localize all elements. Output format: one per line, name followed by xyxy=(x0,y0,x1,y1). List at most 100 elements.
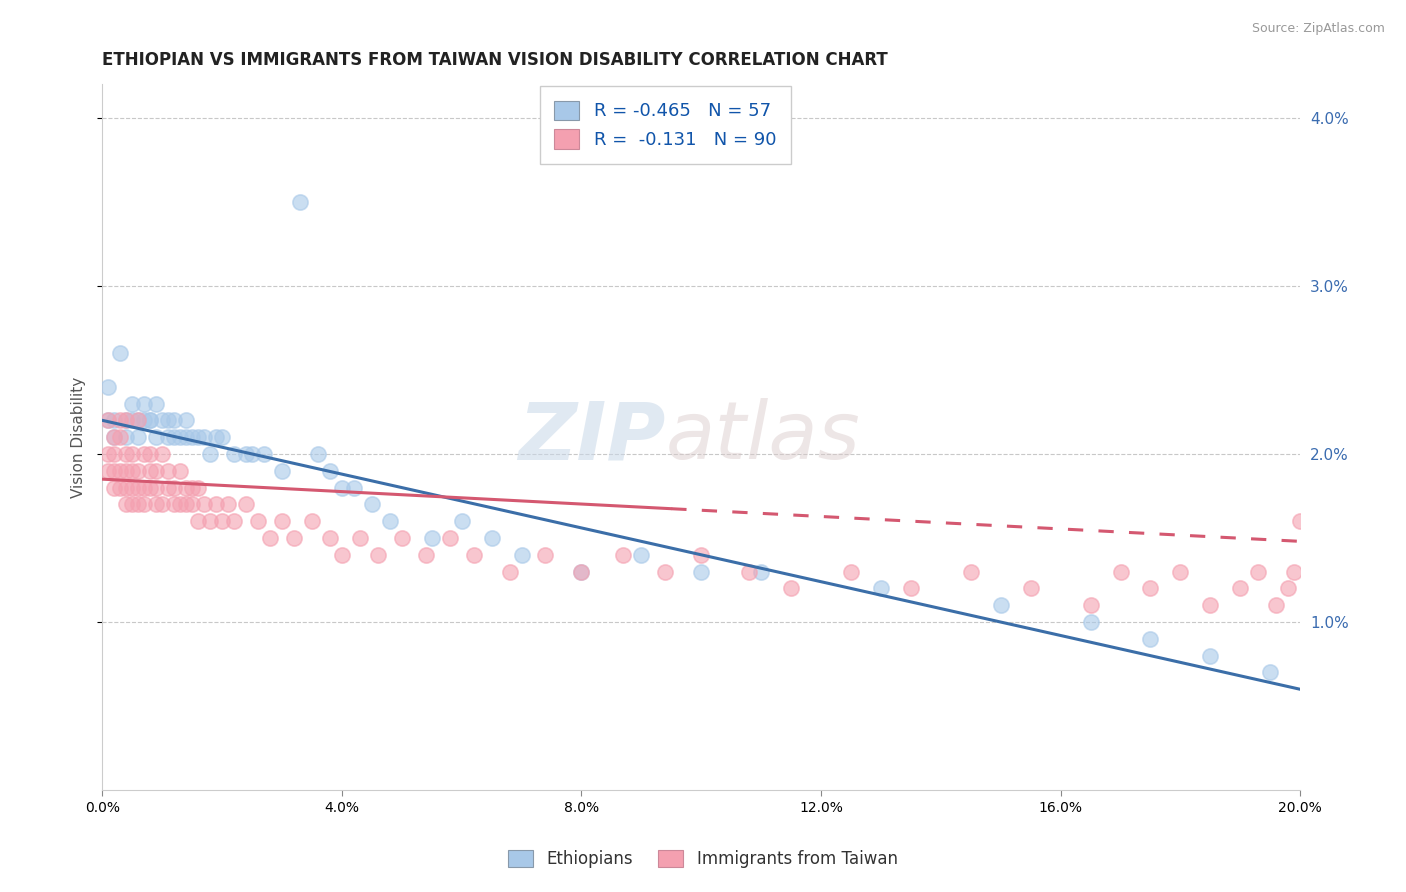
Point xyxy=(187,481,209,495)
Point xyxy=(169,430,191,444)
Point xyxy=(205,430,228,444)
Point xyxy=(571,565,593,579)
Point xyxy=(198,447,221,461)
Point xyxy=(108,430,131,444)
Text: ETHIOPIAN VS IMMIGRANTS FROM TAIWAN VISION DISABILITY CORRELATION CHART: ETHIOPIAN VS IMMIGRANTS FROM TAIWAN VISI… xyxy=(103,51,889,69)
Point xyxy=(1247,565,1270,579)
Point xyxy=(139,481,162,495)
Point xyxy=(1080,615,1102,629)
Point xyxy=(959,565,981,579)
Point xyxy=(330,481,353,495)
Legend: Ethiopians, Immigrants from Taiwan: Ethiopians, Immigrants from Taiwan xyxy=(502,843,904,875)
Point xyxy=(571,565,593,579)
Point xyxy=(103,447,125,461)
Point xyxy=(870,582,893,596)
Point xyxy=(498,565,520,579)
Point xyxy=(990,599,1012,613)
Point xyxy=(1199,648,1222,663)
Point xyxy=(163,413,186,427)
Point xyxy=(654,565,676,579)
Point xyxy=(1139,582,1161,596)
Point xyxy=(97,413,120,427)
Point xyxy=(103,481,125,495)
Point xyxy=(391,531,413,545)
Point xyxy=(139,447,162,461)
Point xyxy=(187,430,209,444)
Point xyxy=(193,497,215,511)
Point xyxy=(145,430,167,444)
Point xyxy=(174,413,197,427)
Point xyxy=(780,582,803,596)
Point xyxy=(181,481,204,495)
Point xyxy=(330,548,353,562)
Point xyxy=(690,548,713,562)
Point xyxy=(127,413,149,427)
Point xyxy=(690,565,713,579)
Y-axis label: Vision Disability: Vision Disability xyxy=(72,376,86,498)
Point xyxy=(127,497,149,511)
Point xyxy=(1229,582,1251,596)
Point xyxy=(121,497,143,511)
Point xyxy=(115,447,138,461)
Point xyxy=(134,481,156,495)
Point xyxy=(534,548,557,562)
Point xyxy=(115,497,138,511)
Point xyxy=(115,413,138,427)
Point xyxy=(246,514,269,528)
Point xyxy=(169,497,191,511)
Point xyxy=(271,514,294,528)
Point xyxy=(97,464,120,478)
Point xyxy=(211,430,233,444)
Point xyxy=(630,548,652,562)
Point xyxy=(103,464,125,478)
Point xyxy=(145,481,167,495)
Point xyxy=(1258,665,1281,680)
Point xyxy=(97,447,120,461)
Point xyxy=(612,548,634,562)
Point xyxy=(103,430,125,444)
Point xyxy=(115,481,138,495)
Point xyxy=(259,531,281,545)
Point xyxy=(307,447,329,461)
Point xyxy=(343,481,366,495)
Point xyxy=(121,413,143,427)
Point xyxy=(283,531,305,545)
Point xyxy=(145,497,167,511)
Point xyxy=(121,481,143,495)
Point xyxy=(97,380,120,394)
Point xyxy=(463,548,485,562)
Point xyxy=(121,396,143,410)
Point xyxy=(738,565,761,579)
Point xyxy=(1284,565,1306,579)
Text: Source: ZipAtlas.com: Source: ZipAtlas.com xyxy=(1251,22,1385,36)
Point xyxy=(240,447,263,461)
Point xyxy=(222,447,245,461)
Point xyxy=(193,430,215,444)
Point xyxy=(139,464,162,478)
Point xyxy=(253,447,276,461)
Legend: R = -0.465   N = 57, R =  -0.131   N = 90: R = -0.465 N = 57, R = -0.131 N = 90 xyxy=(540,87,790,164)
Point xyxy=(205,497,228,511)
Point xyxy=(420,531,443,545)
Point xyxy=(235,447,257,461)
Point xyxy=(115,464,138,478)
Point xyxy=(1199,599,1222,613)
Point xyxy=(174,497,197,511)
Point xyxy=(301,514,323,528)
Point xyxy=(127,413,149,427)
Point xyxy=(108,481,131,495)
Point xyxy=(145,396,167,410)
Point xyxy=(1080,599,1102,613)
Point xyxy=(127,430,149,444)
Point xyxy=(157,464,180,478)
Point xyxy=(1289,514,1312,528)
Point xyxy=(378,514,401,528)
Point xyxy=(134,413,156,427)
Point xyxy=(349,531,371,545)
Point xyxy=(450,514,472,528)
Point xyxy=(1277,582,1299,596)
Point xyxy=(481,531,503,545)
Point xyxy=(127,481,149,495)
Point xyxy=(103,413,125,427)
Point xyxy=(222,514,245,528)
